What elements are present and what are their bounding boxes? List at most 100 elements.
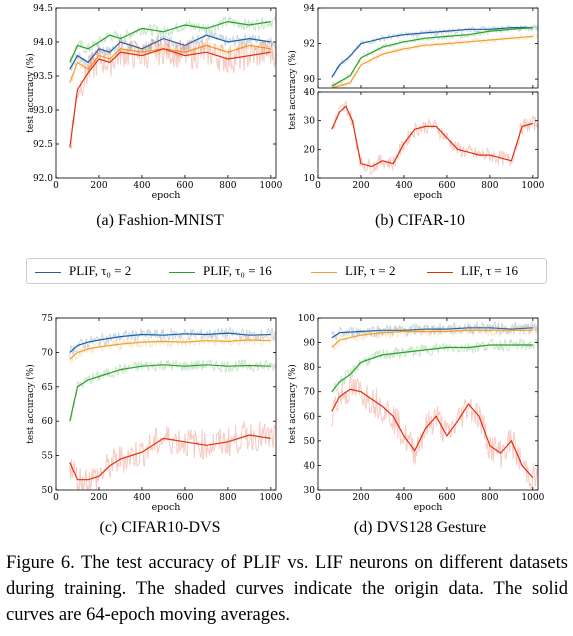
x-tick-label: 200 [90,493,107,503]
y-tick-label: 40 [304,461,316,471]
y-tick-label: 92.5 [33,140,53,150]
series-raw-lif16 [331,100,538,176]
x-tick-label: 600 [176,181,193,191]
y-tick-label: 94 [304,4,316,14]
chart-panel-c: 0 200 400 600 800 1000 50 55 60 65 70 75 epoch test a… [25,314,283,513]
series-raw-plif16 [69,359,276,420]
x-axis-label: epoch [152,502,181,513]
y-tick-label: 90 [304,339,316,349]
legend-label-lif2: LIF, τ = 2 [345,263,396,278]
legend-label-plif2: PLIF, τ₀ = 2 [69,263,132,278]
y-tick-label: 100 [298,314,315,324]
series-line-lif2 [331,35,533,88]
chart-panel-b_bottom: 0 200 400 600 800 1000 10 20 30 40 epoch [304,88,545,201]
y-tick-label: 30 [304,486,316,496]
y-tick-label: 55 [42,452,54,462]
chart-panel-b_top: 90 92 94 test accuracy (%) [287,4,539,130]
legend-item-lif16: LIF, τ = 16 [427,263,518,279]
legend-swatch-lif16 [427,271,453,273]
y-tick-label: 60 [304,412,316,422]
caption-a: (a) Fashion-MNIST [96,212,224,229]
x-tick-label: 0 [315,181,321,191]
y-tick-label: 20 [304,145,316,155]
series-raw-lif2 [69,38,276,82]
legend-item-plif2: PLIF, τ₀ = 2 [35,263,131,279]
y-tick-label: 93.5 [33,72,53,82]
y-tick-label: 92 [304,40,315,50]
legend-swatch-plif16 [169,271,195,273]
series-line-lif2 [69,339,271,360]
series-raw-plif16 [69,15,276,65]
series-line-plif2 [331,27,533,78]
series-raw-lif2 [69,333,276,365]
caption-b: (b) CIFAR-10 [375,212,465,229]
series-line-lif16 [69,434,271,481]
y-tick-label: 70 [42,348,54,358]
legend-label-plif16: PLIF, τ₀ = 16 [203,263,272,278]
series-raw-plif16 [331,338,538,394]
y-tick-label: 70 [304,388,316,398]
x-axis-label: epoch [152,190,181,201]
series-line-plif2 [69,332,271,353]
y-tick-label: 94.0 [33,38,53,48]
legend-swatch-plif2 [35,271,61,273]
y-tick-label: 50 [42,486,54,496]
x-axis-label: epoch [414,190,443,201]
series-line-lif2 [69,44,271,84]
series-line-plif2 [69,34,271,70]
series-line-lif16 [331,105,533,168]
x-tick-label: 800 [219,493,236,503]
x-tick-label: 200 [90,181,107,191]
y-tick-label: 10 [304,174,316,184]
legend-swatch-lif2 [311,271,337,273]
plot-frame [317,7,539,89]
y-tick-label: 92.0 [33,174,53,184]
series-raw-lif16 [331,375,538,490]
series-line-plif16 [331,344,533,393]
series-raw-lif2 [331,323,538,351]
plot-area [331,100,538,176]
x-tick-label: 400 [133,181,150,191]
x-tick-label: 600 [438,181,455,191]
y-tick-label: 80 [304,363,316,373]
plot-area [69,15,276,150]
plot-area [69,327,276,490]
series-line-plif2 [331,327,533,339]
series-line-lif16 [69,48,271,148]
y-tick-label: 90 [304,75,316,85]
series-raw-plif2 [69,327,276,359]
x-tick-label: 0 [53,181,59,191]
y-tick-label: 75 [42,314,54,324]
legend-item-lif2: LIF, τ = 2 [311,263,396,279]
caption-c: (c) CIFAR10-DVS [99,519,221,536]
y-tick-label: 65 [42,383,54,393]
x-tick-label: 1000 [259,493,282,503]
y-axis-label: test accuracy (%) [287,364,298,444]
y-axis-label: test accuracy (%) [25,364,36,444]
x-tick-label: 400 [133,493,150,503]
y-tick-label: 93.0 [33,106,53,116]
legend-label-lif16: LIF, τ = 16 [461,263,519,278]
x-tick-label: 800 [219,181,236,191]
x-axis-label: epoch [414,502,443,513]
y-tick-label: 60 [42,417,54,427]
x-tick-label: 200 [352,181,369,191]
y-tick-label: 30 [304,117,316,127]
y-tick-label: 94.5 [33,4,53,14]
x-tick-label: 1000 [521,493,544,503]
plot-frame [317,317,539,491]
x-tick-label: 1000 [259,181,282,191]
plot-area [331,320,538,490]
series-line-plif16 [331,27,533,87]
series-raw-lif16 [69,421,276,490]
y-tick-label: 40 [304,88,316,98]
plot-frame [317,91,539,179]
y-tick-label: 50 [304,437,316,447]
chart-panel-d: 0 200 400 600 800 1000 30 40 50 60 70 80 90 100 epoch t… [287,314,545,513]
plot-frame [55,317,277,491]
x-tick-label: 400 [395,493,412,503]
x-tick-label: 0 [53,493,59,503]
y-axis-label: test accuracy (%) [287,50,298,130]
y-axis-label: test accuracy (%) [25,53,36,133]
